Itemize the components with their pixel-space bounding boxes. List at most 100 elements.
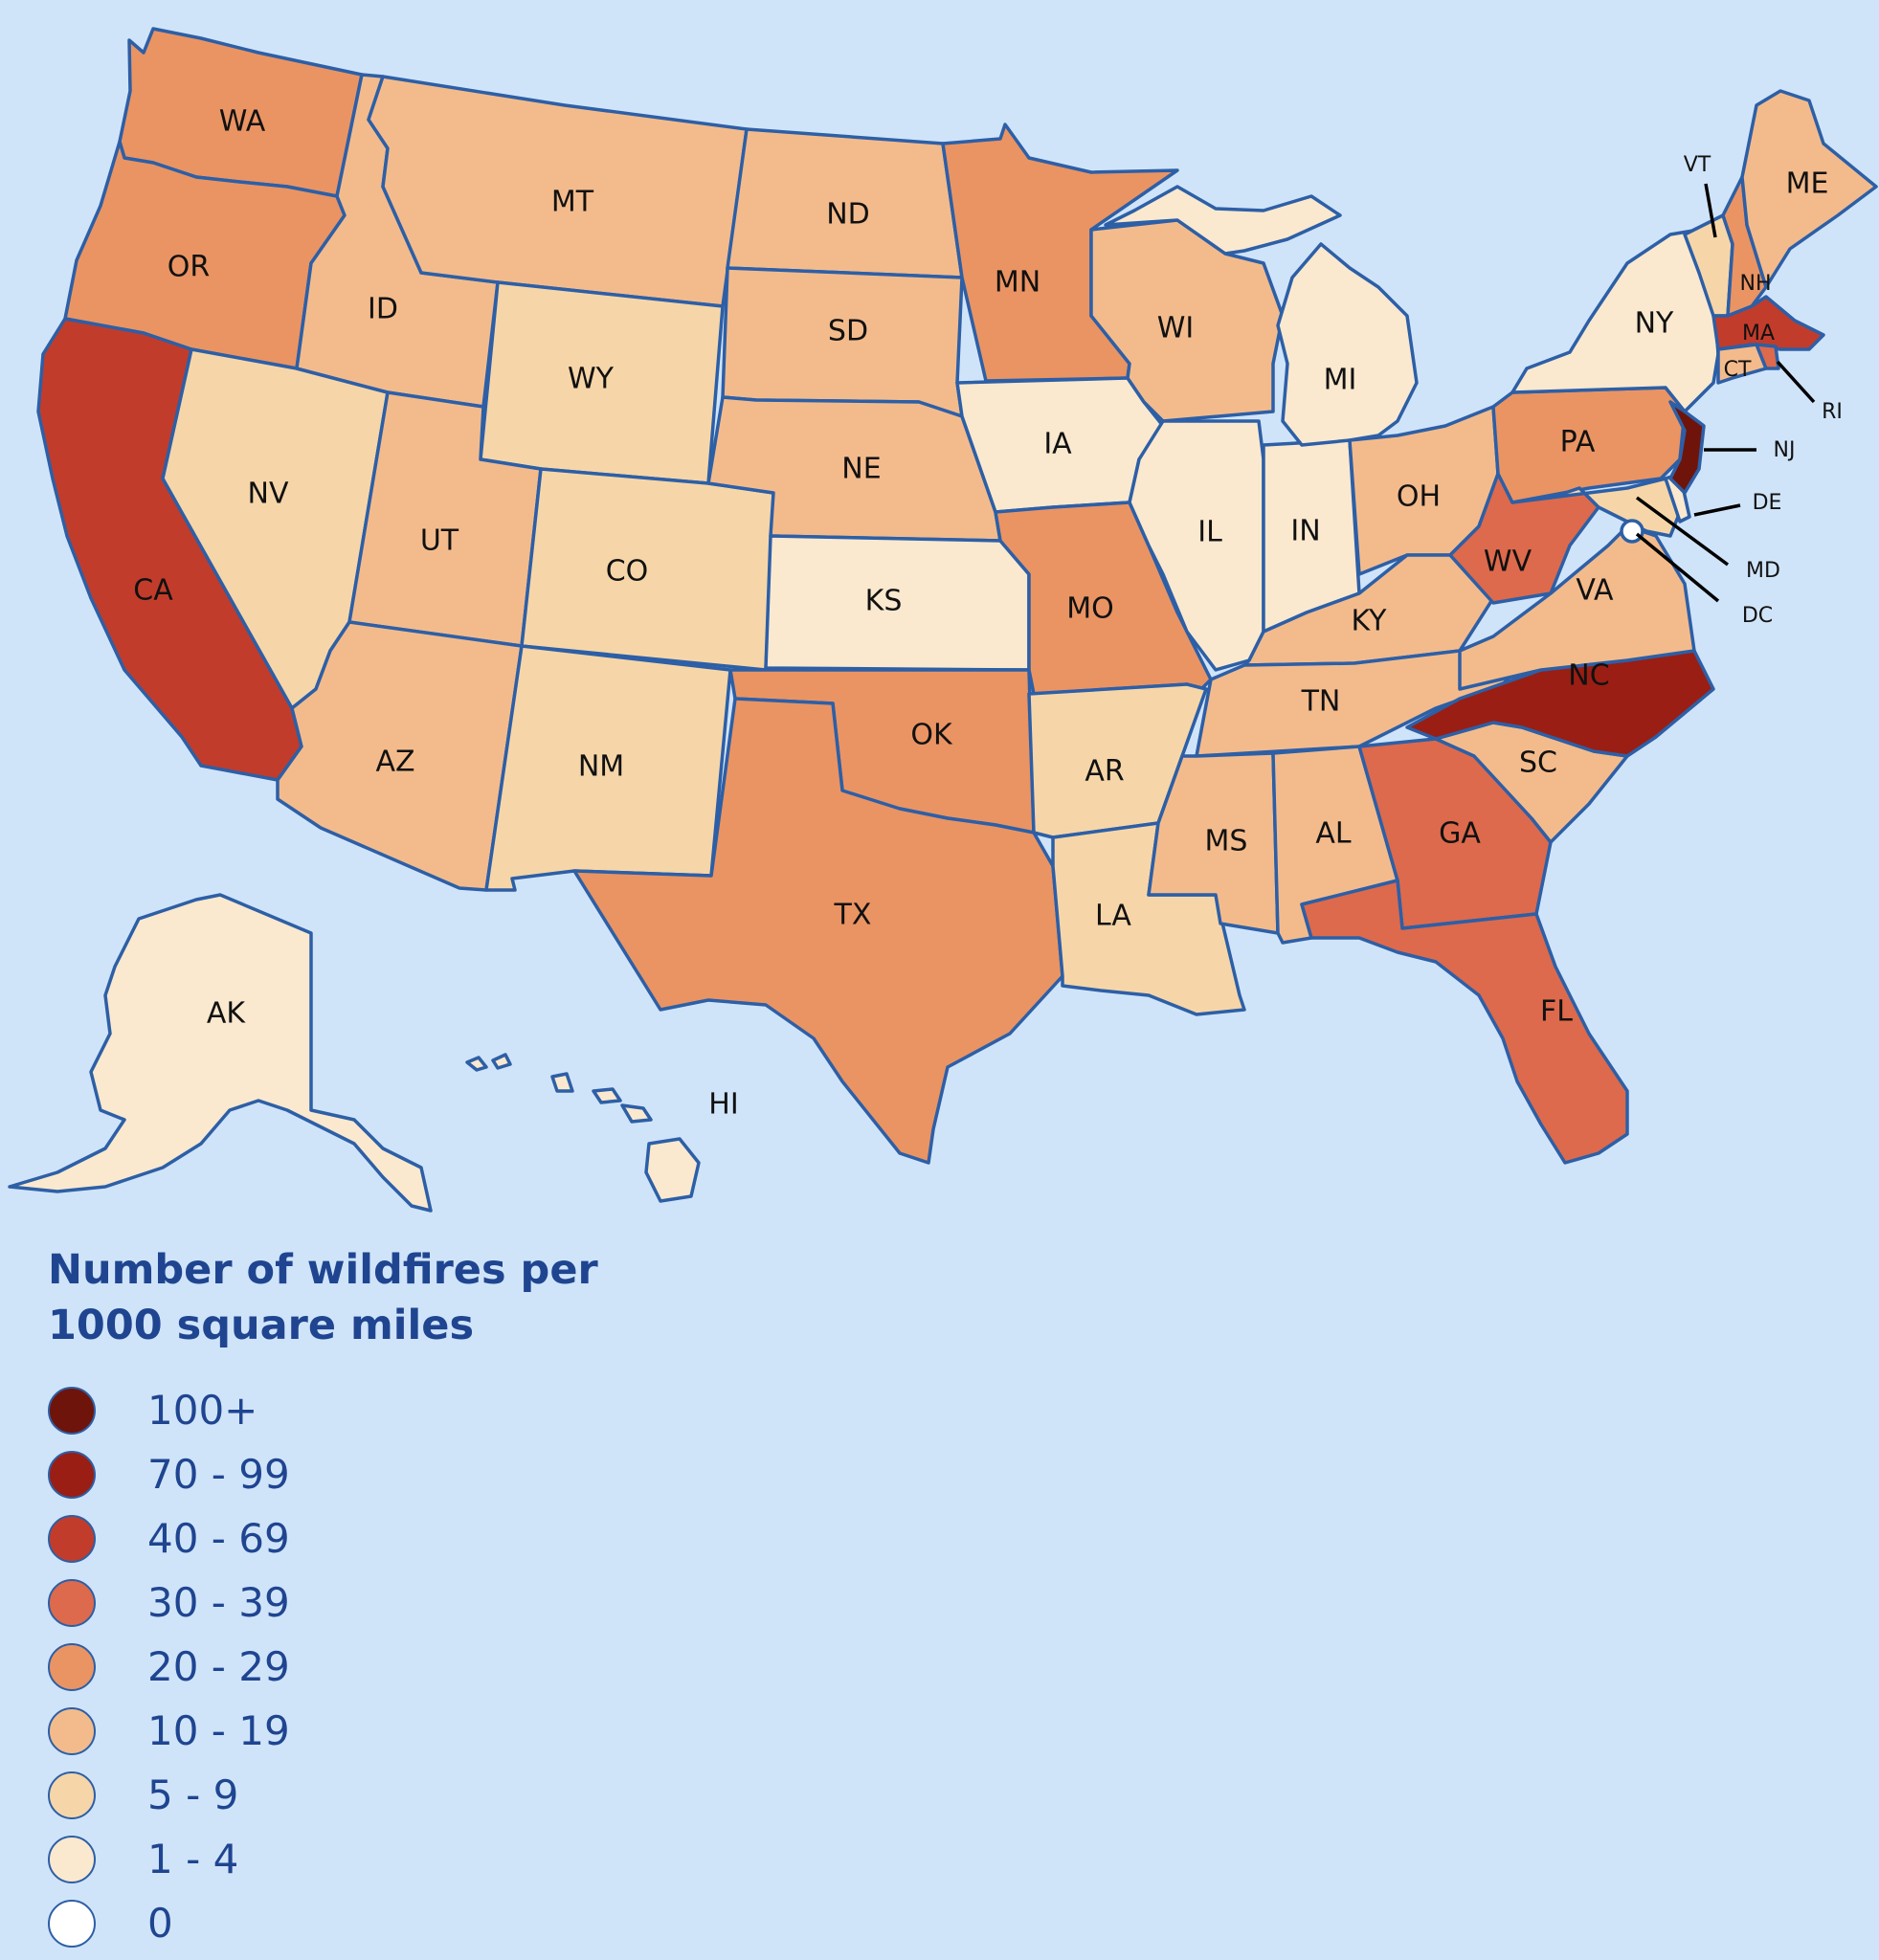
leader-md bbox=[1635, 496, 1730, 567]
us-choropleth-map: WA OR CA NV ID MT WY UT AZ CO NM ND SD N… bbox=[8, 27, 1878, 1213]
label-az: AZ bbox=[375, 746, 414, 779]
state-md[interactable] bbox=[1549, 477, 1682, 538]
label-sd: SD bbox=[828, 315, 868, 348]
legend-label: 20 - 29 bbox=[147, 1643, 290, 1690]
label-in: IN bbox=[1290, 515, 1320, 548]
label-fl: FL bbox=[1540, 995, 1573, 1029]
legend-swatch bbox=[48, 1514, 96, 1563]
state-nm[interactable] bbox=[484, 644, 732, 892]
legend-label: 30 - 39 bbox=[147, 1579, 290, 1626]
label-nm: NM bbox=[578, 750, 624, 784]
label-ok: OK bbox=[910, 719, 953, 752]
legend-title: Number of wildfires per 1000 square mile… bbox=[48, 1246, 598, 1349]
label-sc: SC bbox=[1519, 746, 1557, 780]
label-nc: NC bbox=[1568, 659, 1609, 693]
label-wi: WI bbox=[1157, 312, 1195, 345]
state-me[interactable] bbox=[1740, 89, 1878, 289]
label-or: OR bbox=[168, 251, 210, 284]
label-mt: MT bbox=[551, 186, 594, 219]
legend-label: 100+ bbox=[147, 1387, 258, 1434]
legend-item: 70 - 99 bbox=[48, 1442, 660, 1506]
state-ri[interactable] bbox=[1755, 343, 1780, 370]
legend-swatch bbox=[48, 1578, 96, 1627]
state-mi-upper[interactable] bbox=[1104, 185, 1342, 256]
label-la: LA bbox=[1095, 900, 1131, 933]
legend-swatch bbox=[48, 1835, 96, 1883]
label-ri: RI bbox=[1822, 400, 1843, 424]
leader-ri bbox=[1776, 360, 1816, 404]
leader-vt bbox=[1704, 183, 1717, 238]
legend-swatch bbox=[48, 1642, 96, 1691]
legend-label: 0 bbox=[147, 1900, 173, 1947]
label-ar: AR bbox=[1085, 755, 1124, 789]
state-mi[interactable] bbox=[1276, 242, 1419, 447]
legend: Number of wildfires per 1000 square mile… bbox=[48, 1242, 660, 1955]
label-wy: WY bbox=[568, 363, 615, 396]
label-tx: TX bbox=[834, 899, 872, 932]
label-nd: ND bbox=[826, 198, 870, 232]
label-il: IL bbox=[1197, 516, 1222, 549]
state-mt[interactable] bbox=[367, 75, 749, 308]
label-tn: TN bbox=[1301, 685, 1341, 719]
legend-label: 40 - 69 bbox=[147, 1515, 290, 1562]
label-hi: HI bbox=[708, 1088, 738, 1122]
legend-item: 1 - 4 bbox=[48, 1827, 660, 1891]
legend-item: 10 - 19 bbox=[48, 1699, 660, 1763]
state-ak[interactable] bbox=[8, 893, 433, 1213]
legend-item: 100+ bbox=[48, 1378, 660, 1442]
label-mn: MN bbox=[995, 266, 1040, 300]
legend-swatch bbox=[48, 1450, 96, 1499]
state-dc[interactable] bbox=[1620, 519, 1644, 544]
legend-item: 40 - 69 bbox=[48, 1506, 660, 1570]
label-ia: IA bbox=[1043, 428, 1072, 461]
label-nh: NH bbox=[1740, 272, 1772, 296]
label-ut: UT bbox=[420, 524, 459, 558]
legend-rows: 100+ 70 - 99 40 - 69 30 - 39 20 - 29 10 - 19 5… bbox=[48, 1378, 660, 1955]
label-co: CO bbox=[606, 555, 649, 589]
state-hi[interactable] bbox=[465, 1053, 701, 1203]
label-ga: GA bbox=[1439, 817, 1481, 851]
label-mi: MI bbox=[1324, 364, 1357, 397]
legend-item: 20 - 29 bbox=[48, 1635, 660, 1699]
legend-swatch bbox=[48, 1771, 96, 1819]
label-ny: NY bbox=[1635, 307, 1674, 341]
legend-swatch bbox=[48, 1706, 96, 1755]
legend-item: 30 - 39 bbox=[48, 1570, 660, 1635]
label-me: ME bbox=[1786, 167, 1829, 201]
label-dc: DC bbox=[1742, 604, 1773, 628]
legend-label: 70 - 99 bbox=[147, 1451, 290, 1498]
state-ct[interactable] bbox=[1716, 343, 1768, 385]
state-tx[interactable] bbox=[572, 697, 1064, 1165]
label-al: AL bbox=[1315, 817, 1352, 851]
legend-swatch bbox=[48, 1386, 96, 1435]
label-va: VA bbox=[1576, 574, 1614, 608]
label-ne: NE bbox=[841, 453, 881, 486]
leader-de bbox=[1693, 503, 1741, 517]
state-labels: WA OR CA NV ID MT WY UT AZ CO NM ND SD N… bbox=[133, 105, 1843, 1122]
label-vt: VT bbox=[1684, 153, 1711, 177]
label-oh: OH bbox=[1397, 480, 1441, 514]
label-mo: MO bbox=[1066, 592, 1114, 626]
label-ky: KY bbox=[1352, 605, 1388, 638]
label-ct: CT bbox=[1724, 358, 1752, 382]
legend-item: 5 - 9 bbox=[48, 1763, 660, 1827]
leader-dc bbox=[1635, 532, 1720, 603]
label-id: ID bbox=[368, 293, 398, 326]
label-ca: CA bbox=[133, 574, 173, 608]
label-nj: NJ bbox=[1774, 438, 1796, 462]
legend-label: 1 - 4 bbox=[147, 1836, 239, 1882]
state-fl[interactable] bbox=[1300, 879, 1629, 1165]
label-ms: MS bbox=[1205, 825, 1248, 858]
label-md: MD bbox=[1746, 559, 1780, 583]
legend-label: 5 - 9 bbox=[147, 1771, 239, 1818]
state-nj[interactable] bbox=[1668, 400, 1706, 495]
legend-item: 0 bbox=[48, 1891, 660, 1955]
legend-swatch bbox=[48, 1899, 96, 1948]
label-de: DE bbox=[1753, 491, 1782, 515]
label-pa: PA bbox=[1560, 426, 1596, 459]
state-ny[interactable] bbox=[1510, 228, 1720, 413]
label-ak: AK bbox=[207, 997, 247, 1031]
label-ma: MA bbox=[1742, 322, 1775, 345]
label-wv: WV bbox=[1484, 546, 1532, 579]
label-wa: WA bbox=[219, 105, 266, 139]
